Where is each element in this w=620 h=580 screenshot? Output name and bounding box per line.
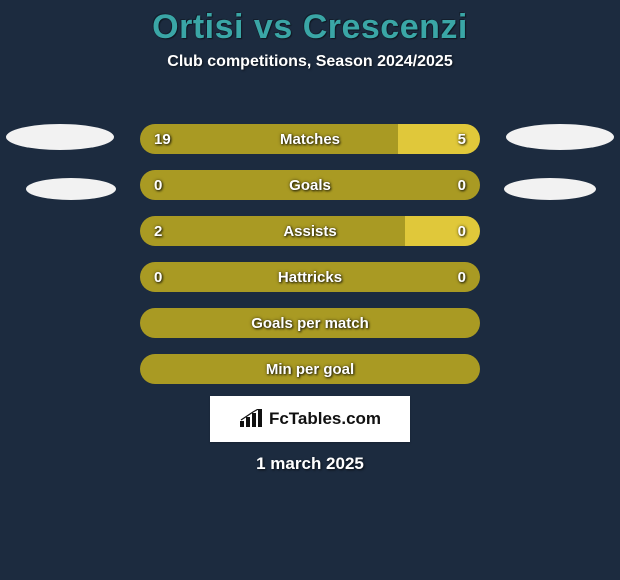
stat-bar: Goals per match	[140, 308, 480, 338]
stat-bars: Matches195 Goals00 Assists20 Hattricks00 Goa…	[140, 124, 480, 400]
bar-segment-left	[140, 216, 405, 246]
logo-text: FcTables.com	[269, 409, 381, 429]
bar-segment-right	[310, 262, 480, 292]
bar-segment-left	[140, 170, 310, 200]
bar-segment-left	[140, 354, 480, 384]
avatar-placeholder-left-2	[26, 178, 116, 200]
date-label: 1 march 2025	[0, 454, 620, 474]
bars-icon	[239, 409, 263, 429]
avatar-placeholder-right-1	[506, 124, 614, 150]
stat-bar: Min per goal	[140, 354, 480, 384]
stat-bar: Matches195	[140, 124, 480, 154]
stat-bar: Goals00	[140, 170, 480, 200]
subtitle: Club competitions, Season 2024/2025	[0, 53, 620, 71]
bar-segment-right	[398, 124, 480, 154]
bar-segment-right	[405, 216, 480, 246]
comparison-infographic: Ortisi vs Crescenzi Club competitions, S…	[0, 0, 620, 580]
site-logo: FcTables.com	[210, 396, 410, 442]
title-player-right: Crescenzi	[303, 8, 468, 46]
title-vs: vs	[244, 8, 303, 46]
stat-bar: Assists20	[140, 216, 480, 246]
title-player-left: Ortisi	[152, 8, 244, 46]
stat-bar: Hattricks00	[140, 262, 480, 292]
bar-segment-left	[140, 124, 398, 154]
bar-segment-left	[140, 308, 480, 338]
avatar-placeholder-right-2	[504, 178, 596, 200]
bar-segment-right	[310, 170, 480, 200]
bar-segment-left	[140, 262, 310, 292]
page-title: Ortisi vs Crescenzi	[0, 0, 620, 47]
avatar-placeholder-left-1	[6, 124, 114, 150]
